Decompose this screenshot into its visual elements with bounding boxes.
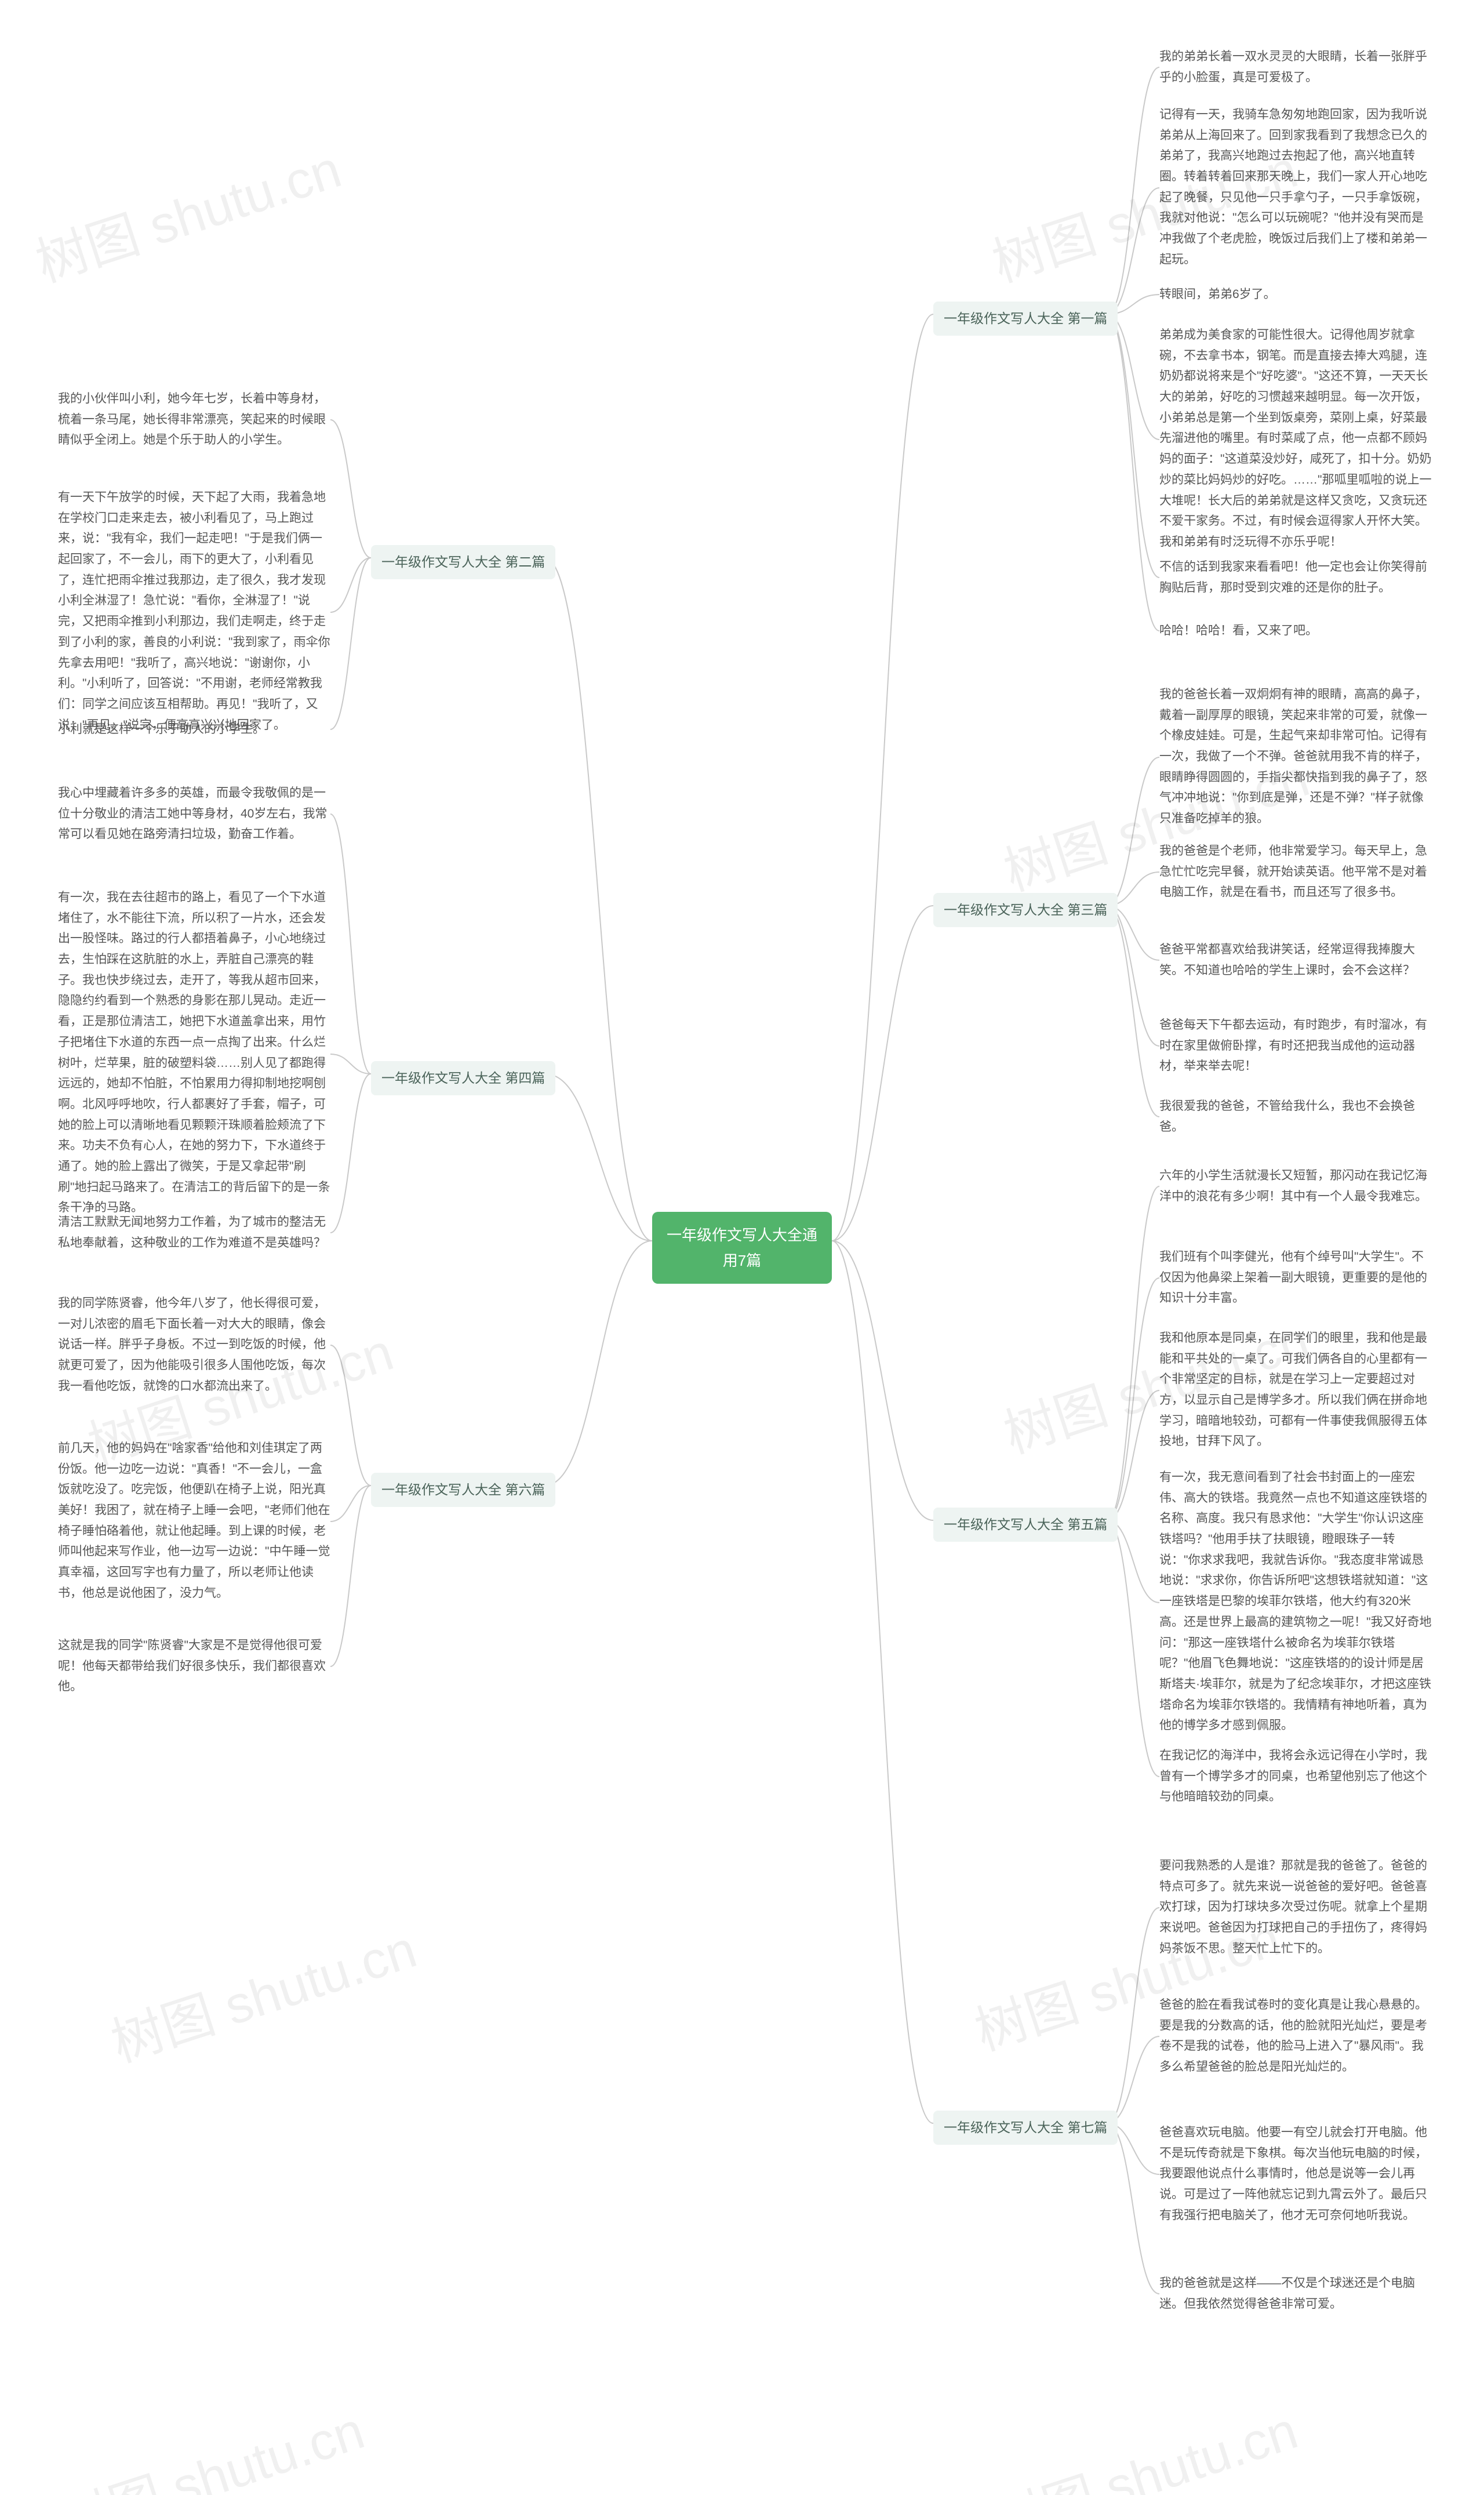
leaf-node: 我的爸爸长着一双炯炯有神的眼睛，高高的鼻子，戴着一副厚厚的眼镜，笑起来非常的可爱… [1159,684,1432,829]
leaf-node: 我的小伙伴叫小利，她今年七岁，长着中等身材，梳着一条马尾，她长得非常漂亮，笑起来… [58,388,330,451]
leaf-node: 有一天下午放学的时候，天下起了大雨，我着急地在学校门口走来走去，被小利看见了，马… [58,487,330,735]
leaf-node: 爸爸平常都喜欢给我讲笑话，经常逗得我捧腹大笑。不知道也哈哈的学生上课时，会不会这… [1159,939,1432,980]
leaf-node: 有一次，我在去往超市的路上，看见了一个下水道堵住了，水不能往下流，所以积了一片水… [58,887,330,1218]
branch-node: 一年级作文写人大全 第三篇 [933,893,1118,927]
branch-node: 一年级作文写人大全 第四篇 [371,1061,555,1095]
branch-node: 一年级作文写人大全 第二篇 [371,545,555,579]
leaf-node: 哈哈！哈哈！看，又来了吧。 [1159,620,1432,641]
leaf-node: 弟弟成为美食家的可能性很大。记得他周岁就拿碗，不去拿书本，钢笔。而是直接去捧大鸡… [1159,325,1432,553]
leaf-node: 不信的话到我家来看看吧！他一定也会让你笑得前胸贴后背，那时受到灾难的还是你的肚子… [1159,557,1432,598]
leaf-node: 这就是我的同学"陈贤睿"大家是不是觉得他很可爱呢！他每天都带给我们好很多快乐，我… [58,1635,330,1697]
leaf-node: 爸爸每天下午都去运动，有时跑步，有时溜冰，有时在家里做俯卧撑，有时还把我当成他的… [1159,1015,1432,1077]
leaf-node: 转眼间，弟弟6岁了。 [1159,284,1432,305]
leaf-node: 爸爸喜欢玩电脑。他要一有空儿就会打开电脑。他不是玩传奇就是下象棋。每次当他玩电脑… [1159,2122,1432,2225]
leaf-node: 有一次，我无意间看到了社会书封面上的一座宏伟、高大的铁塔。我竟然一点也不知道这座… [1159,1467,1432,1736]
leaf-node: 我和他原本是同桌，在同学们的眼里，我和他是最能和平共处的一桌了。可我们俩各自的心… [1159,1328,1432,1452]
watermark: 树图 shutu.cn [25,127,349,296]
leaf-node: 小利就是这样一个乐于助人的小学生。 [58,719,330,740]
leaf-node: 前几天，他的妈妈在"啥家香"给他和刘佳琪定了两份饭。他一边吃一边说："真香！"不… [58,1438,330,1604]
branch-node: 一年级作文写人大全 第一篇 [933,302,1118,336]
center-node: 一年级作文写人大全通用7篇 [652,1212,832,1284]
watermark: 树图 shutu.cn [981,2388,1305,2495]
leaf-node: 六年的小学生活就漫长又短暂，那闪动在我记忆海洋中的浪花有多少啊！其中有一个人最令… [1159,1165,1432,1207]
leaf-node: 我的同学陈贤睿，他今年八岁了，他长得很可爱，一对儿浓密的眉毛下面长着一对大大的眼… [58,1293,330,1396]
leaf-node: 在我记忆的海洋中，我将会永远记得在小学时，我曾有一个博学多才的同桌，也希望他别忘… [1159,1745,1432,1807]
branch-node: 一年级作文写人大全 第六篇 [371,1473,555,1507]
leaf-node: 我的爸爸就是这样——不仅是个球迷还是个电脑迷。但我依然觉得爸爸非常可爱。 [1159,2273,1432,2314]
leaf-node: 清洁工默默无闻地努力工作着，为了城市的整洁无私地奉献着，这种敬业的工作为难道不是… [58,1212,330,1253]
leaf-node: 我心中埋藏着许多多的英雄，而最令我敬佩的是一位十分敬业的清洁工她中等身材，40岁… [58,783,330,845]
leaf-node: 记得有一天，我骑车急匆匆地跑回家，因为我听说弟弟从上海回来了。回到家我看到了我想… [1159,104,1432,270]
branch-node: 一年级作文写人大全 第七篇 [933,2111,1118,2145]
leaf-node: 要问我熟悉的人是谁？那就是我的爸爸了。爸爸的特点可多了。就先来说一说爸爸的爱好吧… [1159,1855,1432,1959]
leaf-node: 我的爸爸是个老师，他非常爱学习。每天早上，急急忙忙吃完早餐，就开始读英语。他平常… [1159,841,1432,903]
leaf-node: 爸爸的脸在看我试卷时的变化真是让我心悬悬的。要是我的分数高的话，他的脸就阳光灿烂… [1159,1995,1432,2078]
leaf-node: 我们班有个叫李健光，他有个绰号叫"大学生"。不仅因为他鼻梁上架着一副大眼镜，更重… [1159,1247,1432,1309]
watermark: 树图 shutu.cn [100,1907,424,2076]
leaf-node: 我很爱我的爸爸，不管给我什么，我也不会换爸爸。 [1159,1096,1432,1137]
watermark: 树图 shutu.cn [48,2388,372,2495]
leaf-node: 我的弟弟长着一双水灵灵的大眼睛，长着一张胖乎乎的小脸蛋，真是可爱极了。 [1159,46,1432,88]
branch-node: 一年级作文写人大全 第五篇 [933,1508,1118,1542]
